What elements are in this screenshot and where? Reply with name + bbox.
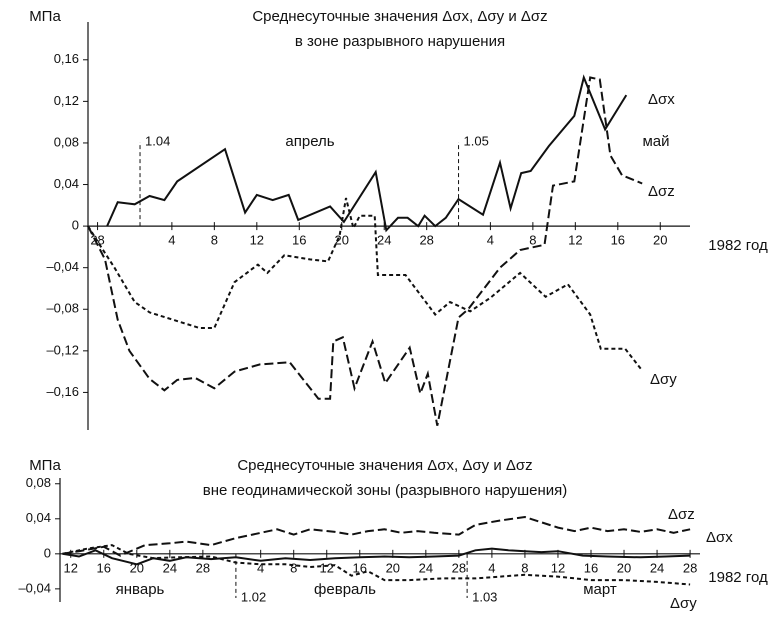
x-tick-label: 8: [521, 560, 528, 575]
y-tick-label: 0,12: [54, 93, 79, 108]
y-tick-label: 0: [44, 545, 51, 560]
x-axis-label: 1982 год: [708, 237, 768, 254]
chart-subtitle: в зоне разрывного нарушения: [295, 33, 505, 50]
series-line: [87, 76, 643, 426]
series-label: Δσy: [650, 371, 677, 388]
y-tick-label: –0,04: [18, 580, 51, 595]
x-tick-label: 24: [650, 560, 664, 575]
x-tick-label: 4: [488, 560, 495, 575]
y-tick-label: 0,08: [26, 475, 51, 490]
x-tick-label: 8: [290, 560, 297, 575]
y-axis-label: МПа: [29, 8, 61, 25]
y-tick-label: 0,04: [26, 510, 51, 525]
x-tick-label: 16: [292, 233, 306, 248]
y-tick-label: –0,08: [46, 301, 79, 316]
x-tick-label: 4: [257, 560, 264, 575]
month-label: март: [583, 581, 617, 598]
x-tick-label: 20: [617, 560, 631, 575]
x-tick-label: 8: [211, 233, 218, 248]
x-tick-label: 16: [97, 560, 111, 575]
y-axis-label: МПа: [29, 457, 61, 474]
x-tick-label: 28: [452, 560, 466, 575]
date-marker-label: 1.04: [145, 133, 170, 148]
month-label: май: [642, 133, 669, 150]
y-tick-label: 0,08: [54, 134, 79, 149]
series-line: [87, 197, 643, 372]
series-line: [62, 544, 691, 586]
month-label: апрель: [285, 133, 334, 150]
month-label: январь: [116, 581, 165, 598]
x-tick-label: 20: [335, 233, 349, 248]
month-label: февраль: [314, 581, 376, 598]
y-tick-label: –0,16: [46, 384, 79, 399]
x-tick-label: 24: [377, 233, 391, 248]
series-label: Δσx: [706, 529, 733, 546]
date-marker-label: 1.02: [241, 589, 266, 604]
series-line: [62, 515, 691, 557]
x-tick-label: 20: [386, 560, 400, 575]
x-tick-label: 24: [163, 560, 177, 575]
chart-title: Среднесуточные значения Δσx, Δσy и Δσz: [252, 8, 547, 25]
y-tick-label: 0,04: [54, 176, 79, 191]
series-label: Δσx: [648, 91, 675, 108]
x-tick-label: 4: [168, 233, 175, 248]
series-line: [62, 547, 691, 566]
x-tick-label: 8: [529, 233, 536, 248]
x-tick-label: 12: [568, 233, 582, 248]
x-axis-label: 1982 год: [708, 569, 768, 586]
x-tick-label: 4: [487, 233, 494, 248]
x-tick-label: 20: [653, 233, 667, 248]
chart-title: Среднесуточные значения Δσx, Δσy и Δσz: [237, 457, 532, 474]
series-line: [106, 74, 628, 233]
x-tick-label: 16: [584, 560, 598, 575]
x-tick-label: 16: [611, 233, 625, 248]
y-tick-label: 0,16: [54, 51, 79, 66]
series-label: Δσy: [670, 595, 697, 612]
series-label: Δσz: [648, 183, 675, 200]
y-tick-label: 0: [72, 218, 79, 233]
x-tick-label: 12: [320, 560, 334, 575]
date-marker-label: 1.03: [472, 589, 497, 604]
chart-subtitle: вне геодинамической зоны (разрывного нар…: [203, 482, 567, 499]
x-tick-label: 28: [196, 560, 210, 575]
x-tick-label: 28: [683, 560, 697, 575]
date-marker-label: 1.05: [464, 133, 489, 148]
series-label: Δσz: [668, 506, 695, 523]
x-tick-label: 24: [419, 560, 433, 575]
x-tick-label: 12: [551, 560, 565, 575]
x-tick-label: 12: [250, 233, 264, 248]
x-tick-label: 12: [64, 560, 78, 575]
y-tick-label: –0,12: [46, 342, 79, 357]
y-tick-label: –0,04: [46, 259, 79, 274]
x-tick-label: 28: [419, 233, 433, 248]
